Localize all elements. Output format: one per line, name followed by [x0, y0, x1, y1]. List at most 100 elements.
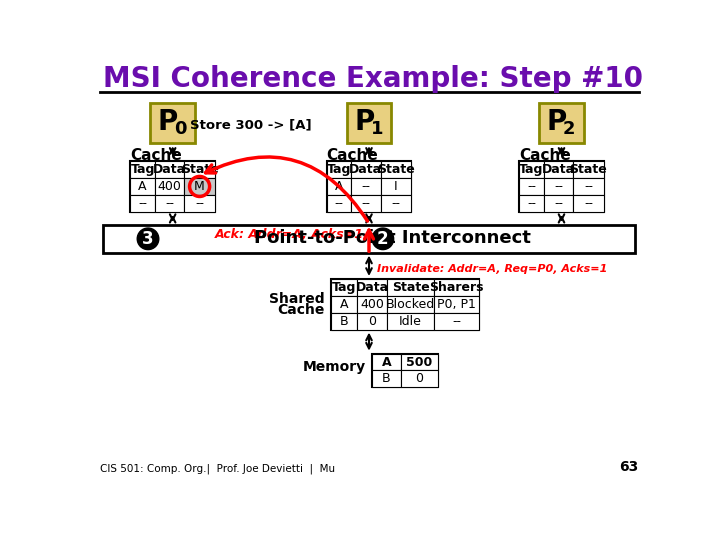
- Text: --: --: [361, 180, 370, 193]
- Text: --: --: [392, 197, 400, 210]
- Bar: [351, 178, 381, 195]
- Text: Data: Data: [349, 163, 382, 176]
- Text: --: --: [335, 197, 343, 210]
- Text: Memory: Memory: [302, 360, 366, 374]
- Bar: [184, 195, 215, 212]
- Text: 0: 0: [174, 120, 186, 138]
- Bar: [327, 161, 411, 212]
- Text: I: I: [394, 180, 397, 193]
- Bar: [104, 225, 634, 253]
- Bar: [130, 178, 155, 195]
- Text: B: B: [340, 315, 348, 328]
- Bar: [434, 279, 479, 296]
- Bar: [351, 195, 381, 212]
- Bar: [544, 195, 573, 212]
- Bar: [351, 161, 381, 178]
- Text: Cache: Cache: [130, 148, 182, 163]
- Bar: [155, 178, 184, 195]
- Text: 500: 500: [406, 355, 433, 368]
- Bar: [519, 178, 544, 195]
- Bar: [130, 195, 155, 212]
- Text: B: B: [382, 373, 391, 386]
- Bar: [357, 296, 387, 313]
- Bar: [330, 279, 479, 330]
- Text: Data: Data: [542, 163, 575, 176]
- Text: P: P: [546, 108, 567, 136]
- Text: Cache: Cache: [277, 302, 324, 316]
- Text: --: --: [138, 197, 147, 210]
- Bar: [573, 178, 604, 195]
- Bar: [519, 161, 544, 178]
- FancyArrowPatch shape: [206, 157, 367, 221]
- Text: A: A: [340, 298, 348, 310]
- Bar: [155, 195, 184, 212]
- Circle shape: [138, 228, 159, 249]
- Text: Tag: Tag: [519, 163, 544, 176]
- Text: State: State: [570, 163, 608, 176]
- Text: --: --: [527, 197, 536, 210]
- Text: Shared: Shared: [269, 292, 324, 306]
- Text: P: P: [158, 108, 178, 136]
- Bar: [327, 195, 351, 212]
- Bar: [519, 161, 604, 212]
- Bar: [150, 103, 195, 143]
- Text: Sharers: Sharers: [430, 281, 484, 294]
- Text: Point-to-Point Interconnect: Point-to-Point Interconnect: [253, 229, 531, 247]
- Bar: [130, 161, 215, 212]
- Text: MSI Coherence Example: Step #10: MSI Coherence Example: Step #10: [104, 65, 644, 93]
- Text: --: --: [195, 197, 204, 210]
- Text: State: State: [377, 163, 415, 176]
- Bar: [330, 296, 357, 313]
- Text: Blocked: Blocked: [386, 298, 435, 310]
- Text: --: --: [584, 180, 593, 193]
- Text: Store 300 -> [A]: Store 300 -> [A]: [189, 118, 311, 131]
- Text: CIS 501: Comp. Org.|  Prof. Joe Devietti  |  Mu: CIS 501: Comp. Org.| Prof. Joe Devietti …: [99, 464, 335, 475]
- Text: A: A: [335, 180, 343, 193]
- Text: 2: 2: [377, 230, 389, 248]
- Bar: [184, 161, 215, 178]
- Bar: [184, 178, 215, 195]
- Bar: [434, 313, 479, 330]
- Text: --: --: [165, 197, 174, 210]
- Text: 3: 3: [142, 230, 154, 248]
- Bar: [573, 161, 604, 178]
- Circle shape: [372, 228, 394, 249]
- Bar: [539, 103, 584, 143]
- Text: Idle: Idle: [399, 315, 422, 328]
- Bar: [372, 354, 401, 370]
- FancyArrowPatch shape: [364, 230, 374, 252]
- Text: Tag: Tag: [327, 163, 351, 176]
- Text: State: State: [181, 163, 218, 176]
- Bar: [357, 279, 387, 296]
- Text: Tag: Tag: [332, 281, 356, 294]
- Text: P: P: [354, 108, 374, 136]
- Text: Ack: Addr=A, Acks=1: Ack: Addr=A, Acks=1: [215, 228, 364, 241]
- Bar: [381, 178, 411, 195]
- Bar: [401, 354, 438, 370]
- Bar: [330, 313, 357, 330]
- Bar: [327, 178, 351, 195]
- Text: Cache: Cache: [327, 148, 379, 163]
- Bar: [387, 296, 434, 313]
- Bar: [346, 103, 392, 143]
- Text: --: --: [452, 315, 462, 328]
- Text: 400: 400: [158, 180, 181, 193]
- Text: Cache: Cache: [519, 148, 571, 163]
- Text: Invalidate: Addr=A, Req=P0, Acks=1: Invalidate: Addr=A, Req=P0, Acks=1: [377, 264, 607, 274]
- Bar: [357, 313, 387, 330]
- Text: --: --: [361, 197, 370, 210]
- Text: Tag: Tag: [130, 163, 155, 176]
- Text: 0: 0: [368, 315, 376, 328]
- Bar: [327, 161, 351, 178]
- Text: --: --: [554, 197, 563, 210]
- Bar: [573, 195, 604, 212]
- Text: Data: Data: [153, 163, 186, 176]
- Text: 400: 400: [360, 298, 384, 310]
- Bar: [130, 161, 155, 178]
- Text: 2: 2: [563, 120, 575, 138]
- Bar: [381, 195, 411, 212]
- Bar: [387, 279, 434, 296]
- Bar: [381, 161, 411, 178]
- Bar: [401, 370, 438, 387]
- Bar: [330, 279, 357, 296]
